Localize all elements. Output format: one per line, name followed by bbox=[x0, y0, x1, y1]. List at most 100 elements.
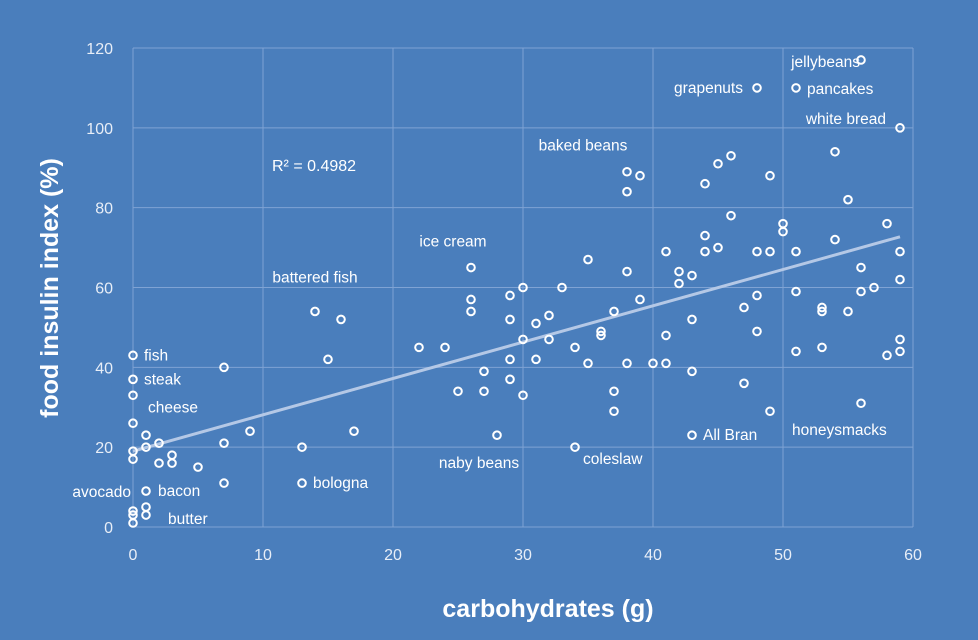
data-point bbox=[622, 266, 632, 277]
data-point bbox=[505, 314, 515, 325]
x-tick-label: 0 bbox=[129, 547, 138, 564]
data-point bbox=[817, 302, 827, 313]
data-point bbox=[310, 306, 320, 317]
data-point bbox=[700, 230, 710, 241]
data-point bbox=[687, 314, 697, 325]
data-point bbox=[440, 342, 450, 353]
point-label: bologna bbox=[313, 475, 369, 492]
data-point bbox=[791, 83, 801, 93]
data-point bbox=[739, 378, 749, 389]
data-point bbox=[128, 390, 138, 401]
data-point bbox=[167, 450, 177, 460]
data-point bbox=[505, 354, 515, 365]
data-point bbox=[752, 83, 762, 93]
y-tick-label: 60 bbox=[95, 281, 113, 298]
y-tick-label: 0 bbox=[104, 520, 113, 537]
point-label: bacon bbox=[158, 483, 200, 500]
point-label: All Bran bbox=[703, 427, 757, 444]
data-point bbox=[765, 246, 775, 257]
data-point bbox=[505, 290, 515, 301]
data-point bbox=[466, 294, 476, 305]
data-point bbox=[895, 246, 905, 257]
data-point bbox=[505, 374, 515, 385]
data-point bbox=[856, 55, 866, 65]
point-label: butter bbox=[168, 511, 208, 528]
point-label: grapenuts bbox=[674, 80, 743, 97]
data-point bbox=[141, 510, 151, 520]
data-point bbox=[583, 254, 593, 265]
data-point bbox=[895, 274, 905, 285]
data-point bbox=[596, 330, 606, 341]
data-point bbox=[687, 270, 697, 281]
data-point bbox=[349, 426, 359, 437]
data-point bbox=[336, 314, 346, 325]
data-point bbox=[635, 294, 645, 305]
y-axis-title: food insulin index (%) bbox=[36, 158, 64, 418]
data-point bbox=[635, 170, 645, 181]
data-point bbox=[674, 266, 684, 277]
point-label: fish bbox=[144, 347, 168, 364]
data-point bbox=[128, 418, 138, 429]
data-point bbox=[609, 406, 619, 417]
data-point bbox=[544, 310, 554, 321]
data-point bbox=[583, 358, 593, 369]
data-point bbox=[297, 442, 307, 452]
data-point bbox=[128, 518, 138, 528]
data-point bbox=[479, 366, 489, 377]
data-point bbox=[895, 346, 905, 357]
data-point bbox=[466, 306, 476, 317]
data-point bbox=[830, 234, 840, 245]
data-point bbox=[596, 326, 606, 337]
r-squared-label: R² = 0.4982 bbox=[272, 158, 356, 175]
data-point bbox=[622, 186, 632, 197]
data-point bbox=[856, 262, 866, 273]
point-label: jellybeans bbox=[790, 54, 860, 71]
data-point bbox=[791, 346, 801, 357]
data-point bbox=[128, 506, 138, 516]
data-point bbox=[414, 342, 424, 353]
data-point bbox=[739, 302, 749, 313]
point-label: steak bbox=[144, 371, 181, 388]
data-point bbox=[700, 178, 710, 189]
data-point bbox=[752, 290, 762, 301]
y-tick-label: 20 bbox=[95, 440, 113, 457]
x-tick-label: 10 bbox=[254, 547, 272, 564]
data-point bbox=[726, 150, 736, 161]
y-tick-label: 120 bbox=[86, 41, 113, 58]
data-point bbox=[661, 246, 671, 257]
data-point bbox=[752, 326, 762, 337]
point-label: pancakes bbox=[807, 81, 874, 98]
data-point bbox=[843, 194, 853, 205]
data-point bbox=[713, 242, 723, 253]
data-point bbox=[193, 462, 203, 472]
data-point bbox=[778, 226, 788, 237]
data-point bbox=[141, 502, 151, 512]
data-point bbox=[687, 366, 697, 377]
point-label: honeysmacks bbox=[792, 422, 887, 439]
point-label: avocado bbox=[72, 484, 131, 501]
y-tick-label: 100 bbox=[86, 121, 113, 138]
gridlines bbox=[132, 47, 914, 528]
point-label: baked beans bbox=[539, 138, 628, 155]
data-point bbox=[830, 146, 840, 157]
data-point bbox=[492, 430, 502, 440]
data-point bbox=[128, 374, 138, 385]
x-tick-label: 60 bbox=[904, 547, 922, 564]
data-point bbox=[128, 454, 138, 464]
data-point bbox=[752, 246, 762, 257]
data-point bbox=[466, 262, 476, 273]
data-point bbox=[245, 426, 255, 437]
tick-labels: 0 10 20 30 40 50 60 0 20 40 60 80 100 120 bbox=[86, 41, 922, 564]
data-point bbox=[323, 354, 333, 365]
data-point bbox=[622, 358, 632, 369]
x-tick-label: 20 bbox=[384, 547, 402, 564]
data-point bbox=[518, 282, 528, 293]
data-point bbox=[700, 246, 710, 257]
data-point bbox=[128, 350, 138, 361]
data-point bbox=[609, 306, 619, 317]
point-label: cheese bbox=[148, 399, 198, 416]
data-point bbox=[765, 170, 775, 181]
x-tick-label: 40 bbox=[644, 547, 662, 564]
point-label: ice cream bbox=[419, 234, 486, 251]
data-point bbox=[726, 210, 736, 221]
